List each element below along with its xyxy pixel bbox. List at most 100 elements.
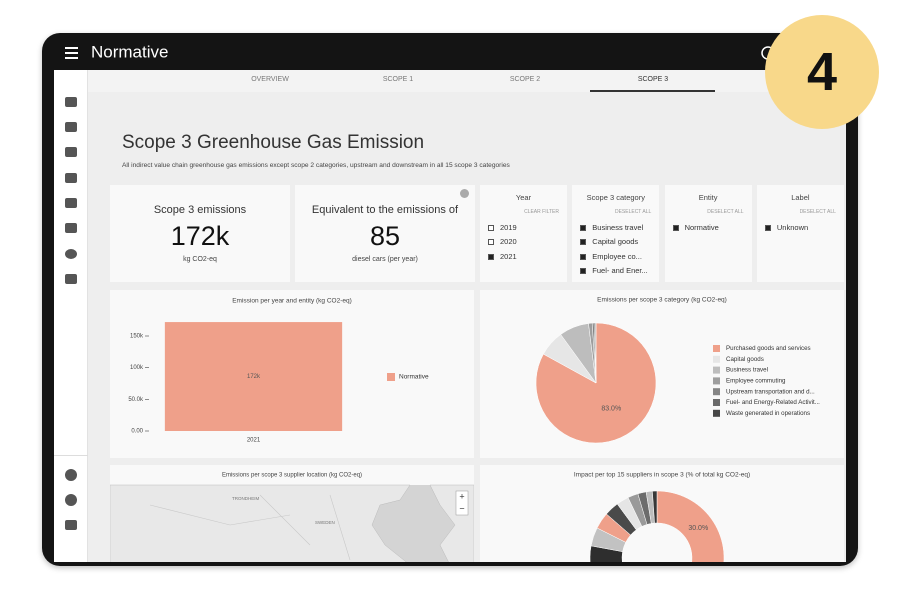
chart-title: Emissions per scope 3 category (kg CO2-e… (597, 297, 727, 304)
menu-icon (65, 57, 78, 59)
legend-label: Waste generated in operations (726, 410, 810, 417)
option-label: Business travel (592, 223, 644, 232)
filter-option[interactable]: Normative (672, 223, 719, 232)
checkbox[interactable] (580, 239, 587, 246)
filter-option[interactable]: Employee co... (580, 252, 642, 261)
legend-label: Purchased goods and services (726, 345, 811, 352)
checkbox[interactable] (488, 239, 494, 246)
value-label: 172k (247, 374, 261, 380)
legend-swatch (713, 366, 720, 374)
slice (652, 490, 658, 524)
legend-label: Upstream transportation and d... (726, 388, 815, 395)
legend-label: Capital goods (726, 356, 764, 363)
checkbox[interactable] (488, 253, 494, 260)
checkbox[interactable] (488, 225, 494, 231)
help-icon[interactable] (65, 469, 77, 481)
pie-chart: Emissions per scope 3 category (kg CO2-e… (535, 297, 820, 444)
filter-option[interactable]: Business travel (580, 223, 643, 232)
filter-option[interactable]: Unknown (764, 223, 808, 232)
checkbox[interactable] (580, 225, 587, 231)
filter-title: Year (515, 193, 532, 202)
map-border (149, 494, 351, 561)
tab[interactable]: SCOPE 1 (382, 76, 414, 83)
donut-card: Impact per top 15 suppliers in scope 3 (… (480, 465, 844, 562)
zoom-in[interactable]: + (459, 491, 464, 501)
settings-icon[interactable] (65, 494, 77, 506)
option-label: Employee co... (592, 251, 642, 261)
tab-bar: OVERVIEW SCOPE 1 SCOPE 2 SCOPE 3 (88, 70, 846, 92)
filter-action[interactable]: DESELECT ALL (614, 209, 652, 215)
map-label: SWEDEN (315, 520, 335, 525)
logout-icon[interactable] (65, 520, 77, 530)
nav-icon[interactable] (65, 198, 77, 208)
map-land (109, 484, 411, 562)
filter-card: Entity DESELECT ALL Normative (664, 185, 752, 282)
filter-option[interactable]: 2019 (488, 223, 517, 232)
sidebar (54, 70, 88, 562)
page-title: Scope 3 Greenhouse Gas Emission (122, 132, 425, 153)
nav-icon[interactable] (65, 173, 77, 183)
header-bar: Normative (65, 42, 775, 61)
option-label: 2019 (500, 223, 517, 232)
kpi-label: Scope 3 emissions (153, 204, 247, 216)
filter-action[interactable]: CLEAR FILTER (524, 209, 559, 215)
y-tick-label: 150k (130, 334, 144, 340)
value-label: 30.0% (688, 525, 708, 532)
filter-option[interactable]: 2020 (488, 237, 517, 246)
slice (594, 322, 597, 384)
tab[interactable]: SCOPE 2 (509, 76, 541, 83)
legend-swatch (713, 388, 720, 396)
filter-title: Label (791, 193, 810, 202)
tab[interactable]: SCOPE 3 (637, 76, 669, 83)
map-card: Emissions per scope 3 supplier location … (109, 465, 475, 562)
nav-icon[interactable] (65, 97, 77, 107)
kpi-card: Scope 3 emissions 172k kg CO2-eq (110, 185, 290, 282)
filter-action[interactable]: DESELECT ALL (707, 209, 744, 215)
zoom-control (455, 490, 469, 516)
nav-icon[interactable] (65, 223, 77, 233)
divider (54, 455, 88, 456)
nav-icon[interactable] (65, 249, 77, 259)
legend-label: Normative (399, 374, 429, 381)
y-tick-label: 0.00 (131, 429, 143, 435)
checkbox[interactable] (580, 267, 587, 274)
x-tick-label: 2021 (247, 438, 261, 444)
nav-icon[interactable] (65, 147, 77, 157)
legend-swatch (713, 345, 720, 352)
legend-swatch (713, 409, 720, 417)
y-tick-label: 100k (130, 365, 144, 371)
nav-icon[interactable] (65, 122, 77, 132)
legend-label: Business travel (726, 367, 768, 374)
legend-label: Fuel- and Energy-Related Activit... (726, 399, 820, 406)
filter-option[interactable]: Fuel- and Ener... (580, 265, 648, 275)
filter-action[interactable]: DESELECT ALL (799, 209, 836, 215)
tab[interactable]: OVERVIEW (251, 76, 289, 83)
checkbox[interactable] (764, 225, 771, 231)
kpi-unit: kg CO2-eq (183, 256, 217, 263)
option-label: Capital goods (592, 237, 639, 247)
info-icon[interactable] (460, 189, 469, 198)
checkbox[interactable] (580, 253, 587, 260)
legend-label: Employee commuting (726, 378, 786, 385)
map: Emissions per scope 3 supplier location … (109, 473, 475, 562)
option-label: Fuel- and Ener... (592, 265, 648, 275)
map-label: TRONDHEIM (232, 496, 259, 501)
filter-option[interactable]: 2021 (488, 252, 517, 261)
kpi-card: Equivalent to the emissions of 85 diesel… (295, 185, 475, 282)
nav-icon[interactable] (65, 274, 77, 284)
filter-card: Year CLEAR FILTER 2019 2020 2021 (480, 185, 567, 282)
kpi-value: 172k (170, 221, 230, 251)
kpi-value: 85 (369, 221, 401, 251)
checkbox[interactable] (672, 225, 679, 231)
option-label: 2021 (500, 251, 517, 261)
option-label: 2020 (500, 237, 517, 247)
tab-underline (590, 90, 715, 92)
menu-icon[interactable] (65, 47, 78, 49)
zoom-out[interactable]: − (459, 503, 464, 513)
legend-swatch (713, 377, 720, 385)
filter-title: Scope 3 category (586, 193, 645, 202)
bar-card: Emission per year and entity (kg CO2-eq)… (110, 290, 474, 458)
filter-option[interactable]: Capital goods (580, 237, 638, 246)
filter-title: Entity (698, 193, 718, 202)
